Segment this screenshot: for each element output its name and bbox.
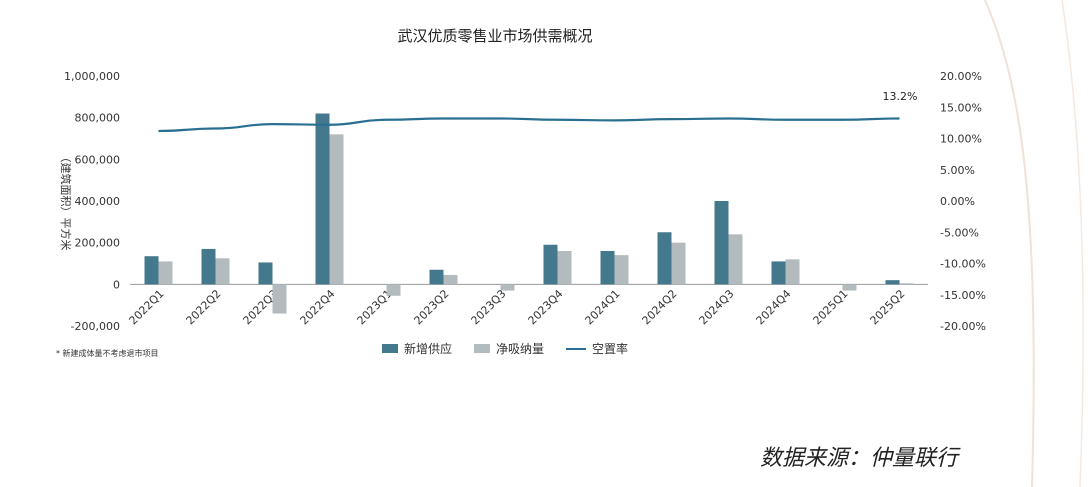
annotation-label: 13.2% [883,90,918,103]
decorative-curve [984,0,1035,487]
bar [785,259,800,285]
bar [600,251,615,285]
bars [144,113,914,314]
y-tick-label: 600,000 [75,153,121,166]
axes: 1,000,000 800,000 600,000 400,000 200,000 0 -2… [59,70,986,333]
x-tick-label: 2024Q2 [640,287,680,327]
bar [714,201,729,285]
bar [386,284,401,296]
bar [144,256,159,285]
legend-swatch [474,344,491,353]
y-tick-label: 0 [113,278,120,291]
y-tick-label: 800,000 [75,112,121,125]
x-tick-label: 2023Q3 [469,287,509,327]
bar [885,280,900,285]
x-tick-label: 2024Q1 [583,287,623,327]
y2-tick-label: -5.00% [940,226,979,239]
bar [329,134,344,285]
y2-tick-label: 10.00% [940,133,982,146]
y2-tick-label: -10.00% [940,258,986,271]
bar [258,262,273,285]
bar [657,232,672,285]
bar [215,258,230,285]
y-axis-label: （建筑面积）平方米 [59,152,73,251]
vacancy-line-path [158,117,900,133]
bar [557,251,572,285]
footnote: * 新建成体量不考虑退市项目 [56,349,159,358]
y2-tick-label: -15.00% [940,289,986,302]
x-tick-label: 2023Q2 [412,287,452,327]
x-tick-label: 2023Q4 [526,287,566,327]
x-tick-label: 2024Q3 [697,287,737,327]
bar [842,284,857,291]
y2-tick-label: 15.00% [940,101,982,114]
x-tick-label: 2024Q4 [754,287,794,327]
bar [671,242,686,285]
y2-tick-label: 5.00% [940,164,975,177]
bar [771,261,786,285]
source-text: 数据来源：仲量联行 [760,446,959,471]
legend-label: 新增供应 [404,342,453,356]
y2-tick-label: -20.00% [940,320,986,333]
legend-label: 空置率 [592,342,629,356]
x-tick-label: 2025Q1 [811,287,851,327]
bar [158,261,173,285]
legend-swatch [382,344,398,353]
bar [315,113,330,285]
bar [201,248,216,285]
y-tick-label: 400,000 [75,195,121,208]
bar [429,269,444,285]
vacancy-line [158,117,900,133]
legend-item-vacancy: 空置率 [566,340,628,357]
bar [443,274,458,285]
y-tick-label: -200,000 [71,320,120,333]
legend-item-supply: 新增供应 [382,340,452,357]
bar [899,283,914,285]
bar [500,284,515,291]
legend-label: 净吸纳量 [496,342,545,356]
x-tick-label: 2022Q2 [184,287,224,327]
legend-swatch [566,347,587,350]
legend-item-absorption: 净吸纳量 [474,340,544,357]
bar [543,244,558,285]
y-tick-label: 200,000 [75,237,121,250]
y2-tick-label: 0.00% [940,195,975,208]
bar [272,284,287,314]
bar [614,255,629,285]
y2-tick-label: 20.00% [940,70,982,83]
bar [728,234,743,285]
decorative-curve-2 [1061,0,1084,487]
x-tick-label: 2022Q4 [298,287,338,327]
x-tick-label: 2025Q2 [868,287,908,327]
legend: 新增供应 净吸纳量 空置率 [382,340,628,357]
y-tick-label: 1,000,000 [64,70,120,83]
x-tick-label: 2022Q1 [127,287,167,327]
chart-title: 武汉优质零售业市场供需概况 [397,27,592,45]
